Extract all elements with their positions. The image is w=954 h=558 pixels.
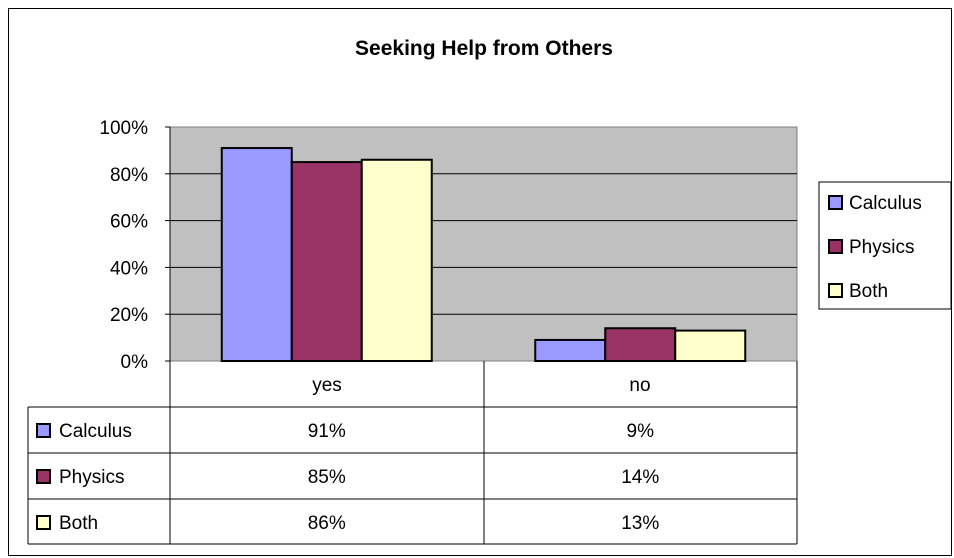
table-value-physics-yes: 85% xyxy=(308,467,346,488)
table-swatch-calculus xyxy=(36,423,51,438)
legend-label-calculus: Calculus xyxy=(849,193,922,214)
table-swatch-physics xyxy=(36,469,51,484)
data-table: yes no Calculus 91% 9% Physics 85% 14% Both 86%… xyxy=(27,361,798,545)
table-value-both-no: 13% xyxy=(621,513,659,534)
y-tick-label: 60% xyxy=(110,212,148,233)
legend-label-physics: Physics xyxy=(849,237,914,258)
legend-swatch-calculus xyxy=(828,195,843,210)
bars xyxy=(220,147,747,363)
bar-both-yes xyxy=(360,158,433,362)
table-value-calculus-no: 9% xyxy=(627,421,655,442)
y-tick-label: 0% xyxy=(121,352,149,373)
legend-label-both: Both xyxy=(849,281,888,302)
table-series-label: Both xyxy=(59,513,98,534)
table-series-label: Calculus xyxy=(59,421,132,442)
bar-physics-no xyxy=(604,327,677,362)
y-axis-ticks: 0% 20% 40% 60% 80% 100% xyxy=(99,118,171,373)
bar-calculus-yes xyxy=(220,147,293,362)
legend-swatch-both xyxy=(828,283,843,298)
bar-calculus-no xyxy=(534,338,607,363)
legend-swatch-physics xyxy=(828,239,843,254)
table-value-physics-no: 14% xyxy=(621,467,659,488)
table-category-no: no xyxy=(629,375,650,396)
chart-title: Seeking Help from Others xyxy=(355,37,613,60)
y-tick-label: 100% xyxy=(99,118,148,139)
y-tick-label: 40% xyxy=(110,258,148,279)
table-swatch-both xyxy=(36,515,51,530)
table-value-calculus-yes: 91% xyxy=(308,421,346,442)
table-category-yes: yes xyxy=(312,375,342,396)
y-tick-label: 80% xyxy=(110,165,148,186)
bar-both-no xyxy=(674,329,747,362)
table-series-label: Physics xyxy=(59,467,124,488)
y-tick-label: 20% xyxy=(110,305,148,326)
bar-physics-yes xyxy=(290,161,363,362)
table-value-both-yes: 86% xyxy=(308,513,346,534)
